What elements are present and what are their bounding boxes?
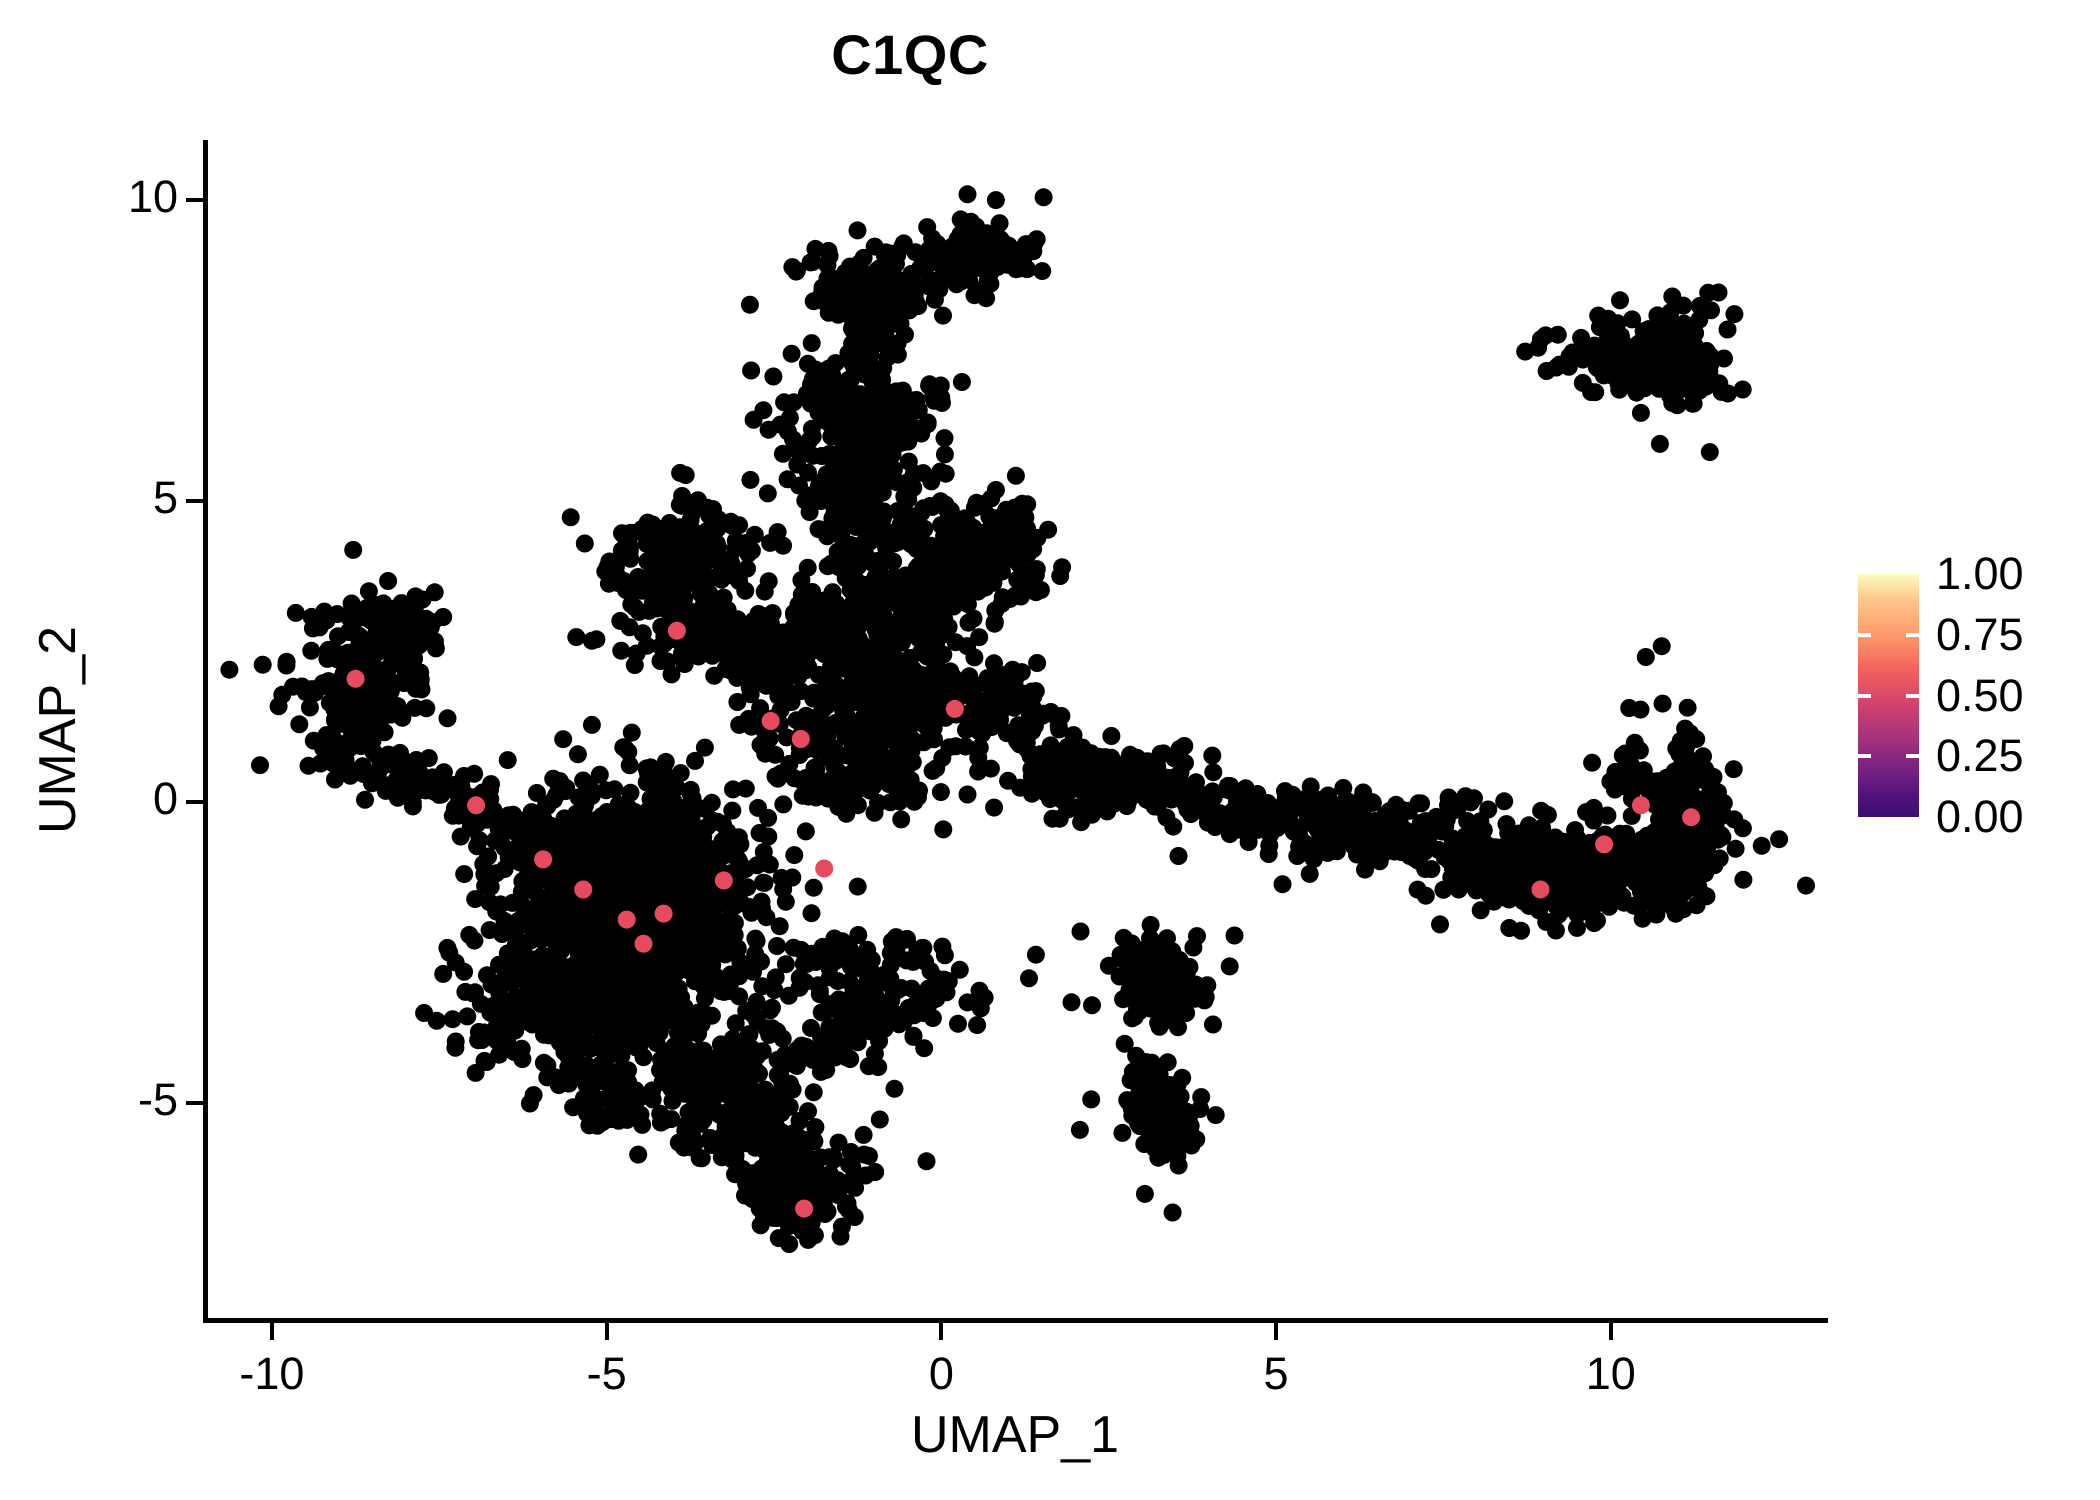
x-tick-label: -10 (239, 1348, 305, 1399)
y-axis-title: UMAP_2 (29, 625, 87, 835)
legend-colorbar: 1.00 0.75 0.50 0.25 0.00 (1858, 548, 2088, 842)
x-tick-mark (604, 1323, 609, 1340)
y-tick-mark (186, 800, 203, 805)
colorbar-tick (1906, 632, 1919, 637)
x-tick-mark (1274, 1323, 1279, 1340)
x-axis-line (203, 1318, 1828, 1323)
x-tick-label: 5 (1263, 1348, 1289, 1399)
colorbar-tick (1858, 632, 1871, 637)
plot-panel (205, 140, 1825, 1320)
page-title: C1QC (831, 23, 989, 86)
scatter-points (220, 185, 1815, 1253)
y-tick-label: 5 (152, 472, 178, 524)
y-tick-label: 0 (152, 773, 178, 825)
y-axis-line (203, 140, 208, 1322)
colorbar-tick-label: 0.00 (1936, 791, 2024, 842)
x-tick-label: 10 (1585, 1348, 1636, 1399)
x-axis-title: UMAP_1 (910, 1406, 1120, 1464)
x-tick-label: 0 (928, 1348, 954, 1399)
y-tick-mark (186, 198, 203, 203)
colorbar-tick-label: 0.50 (1936, 669, 2024, 721)
x-tick-mark (939, 1323, 944, 1340)
y-tick-mark (186, 499, 203, 504)
colorbar-tick (1858, 693, 1871, 698)
colorbar-tick (1906, 754, 1919, 759)
colorbar-tick (1858, 754, 1871, 759)
y-tick-mark (186, 1101, 203, 1106)
x-tick-label: -5 (586, 1348, 627, 1399)
x-tick-mark (269, 1323, 274, 1340)
colorbar-tick (1906, 693, 1919, 698)
colorbar-tick-label: 1.00 (1936, 548, 2024, 599)
y-tick-label: -5 (137, 1074, 178, 1126)
colorbar-tick-label: 0.75 (1936, 608, 2024, 660)
colorbar (1858, 574, 1919, 817)
colorbar-tick-label: 0.25 (1936, 730, 2024, 782)
y-tick-label: 10 (127, 171, 178, 223)
x-tick-mark (1608, 1323, 1613, 1340)
